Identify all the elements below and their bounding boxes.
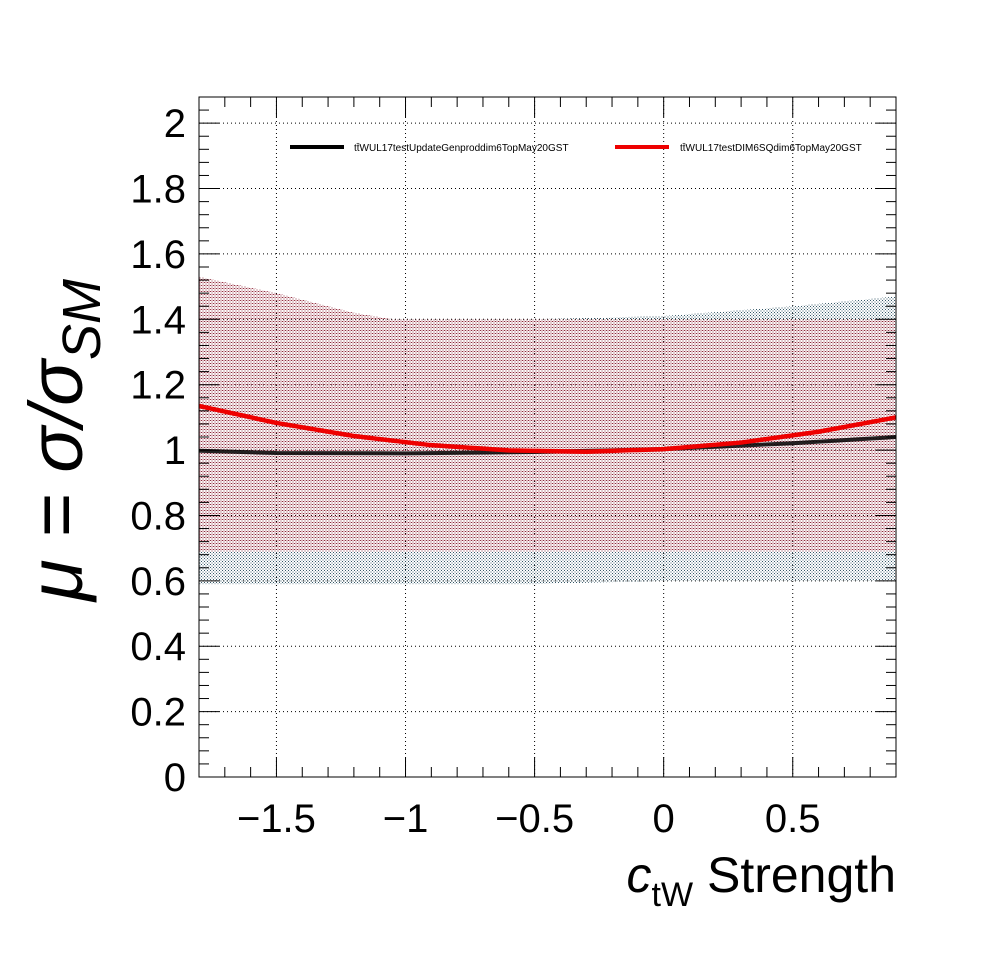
x-tick-label-0: −1.5 <box>237 797 316 841</box>
y-tick-label-5: 1 <box>164 429 186 473</box>
x-tick-label-1: −1 <box>383 797 429 841</box>
x-tick-label-2: −0.5 <box>495 797 574 841</box>
legend: tt̄WUL17testUpdateGenproddim6TopMay20GST… <box>290 142 862 154</box>
y-tick-label-3: 0.6 <box>130 560 186 604</box>
y-tick-label-7: 1.4 <box>130 298 186 342</box>
y-tick-label-4: 0.8 <box>130 494 186 538</box>
y-axis-label: μ = σ/σSM <box>14 279 112 603</box>
x-axis-label-sub: tW <box>652 876 694 914</box>
y-tick-label-8: 1.6 <box>130 233 186 277</box>
y-tick-label-0: 0 <box>164 756 186 800</box>
x-axis-label-post: Strength <box>693 847 896 903</box>
y-tick-label-2: 0.4 <box>130 625 186 669</box>
y-axis-label-sub: SM <box>52 279 112 360</box>
axis-ticks <box>198 96 897 778</box>
x-tick-label-4: 0.5 <box>765 797 821 841</box>
legend-label-series-1: tt̄WUL17testUpdateGenproddim6TopMay20GST <box>354 142 569 154</box>
series-lines <box>199 403 896 456</box>
uncertainty-band-series-2 <box>199 276 896 552</box>
x-axis-label: ctW Strength <box>627 847 896 914</box>
y-tick-label-9: 1.8 <box>130 168 186 212</box>
y-tick-label-10: 2 <box>164 102 186 146</box>
y-tick-label-1: 0.2 <box>130 691 186 735</box>
legend-label-series-2: tt̄WUL17testDIM6SQdim6TopMay20GST <box>680 142 862 154</box>
x-tick-label-3: 0 <box>653 797 675 841</box>
uncertainty-bands <box>199 276 896 585</box>
y-axis-label-main: μ = σ/σ <box>14 357 99 603</box>
x-axis-label-pre: c <box>627 847 652 903</box>
series-line-2 <box>199 403 896 454</box>
y-tick-label-6: 1.2 <box>130 364 186 408</box>
tick-labels: −1.5 −1 −0.5 0 0.5 0 0.2 0.4 0.6 0.8 1 1.2 1.4 1.6 1.8… <box>130 102 820 841</box>
